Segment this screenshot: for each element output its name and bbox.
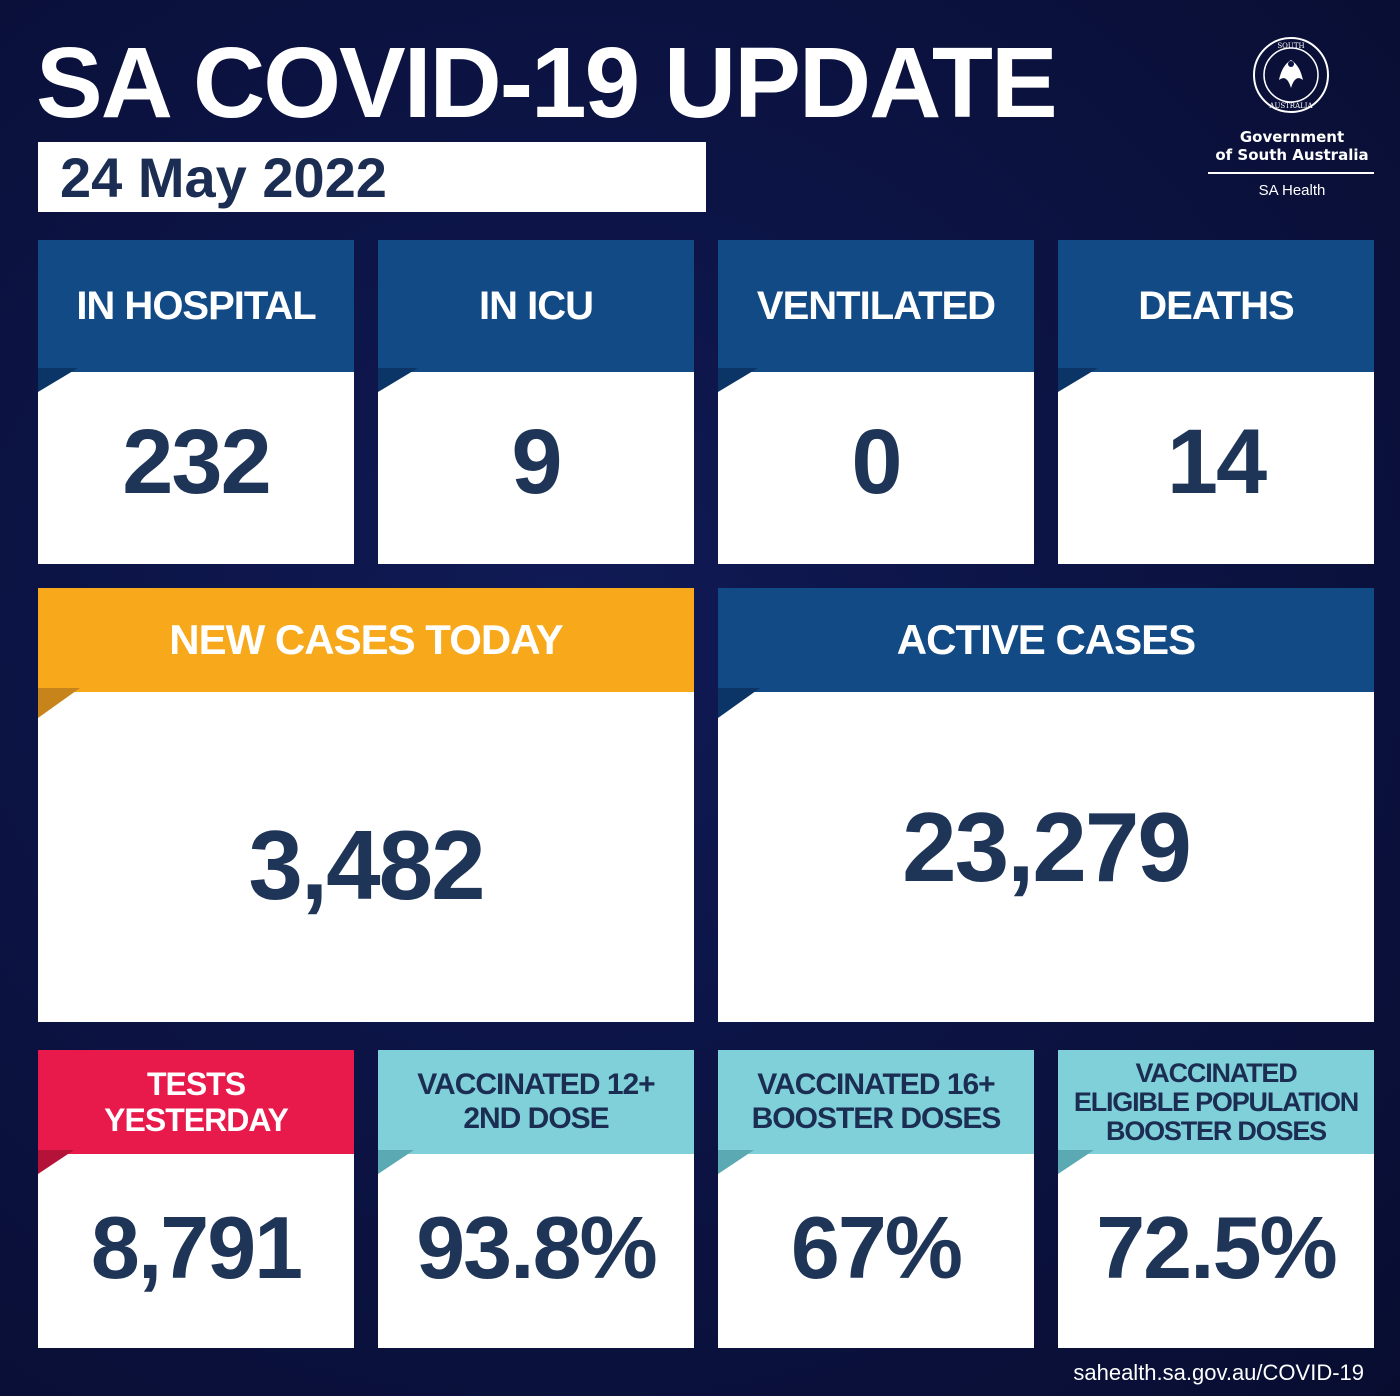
header-fold bbox=[718, 1150, 754, 1174]
active-cases-label: ACTIVE CASES bbox=[896, 616, 1196, 663]
footer-url[interactable]: sahealth.sa.gov.au/COVID-19 bbox=[1073, 1360, 1364, 1385]
vaccinated-12-card: VACCINATED 12+ 2ND DOSE 93.8% bbox=[378, 1050, 694, 1348]
vaccinated-16-label-line1: VACCINATED 16+ bbox=[757, 1068, 995, 1101]
vaccinated-12-header: VACCINATED 12+ 2ND DOSE bbox=[378, 1050, 694, 1154]
department-name: SA Health bbox=[1258, 182, 1326, 199]
ventilated-value: 0 bbox=[851, 411, 902, 513]
deaths-label: DEATHS bbox=[1138, 283, 1294, 328]
active-cases-header: ACTIVE CASES bbox=[718, 588, 1374, 692]
ventilated-header: VENTILATED bbox=[718, 240, 1034, 372]
vaccinated-12-value: 93.8% bbox=[416, 1198, 658, 1297]
ventilated-label: VENTILATED bbox=[756, 283, 996, 328]
government-line2: of South Australia bbox=[1215, 146, 1369, 164]
header-fold bbox=[1058, 1150, 1094, 1174]
in-hospital-label: IN HOSPITAL bbox=[76, 283, 316, 328]
new-cases-header: NEW CASES TODAY bbox=[38, 588, 694, 692]
in-icu-header: IN ICU bbox=[378, 240, 694, 372]
date-banner: 24 May 2022 bbox=[38, 142, 706, 212]
header-fold bbox=[718, 688, 760, 718]
government-logo: SOUTH AUSTRALIA Government of South Aust… bbox=[1200, 36, 1380, 206]
government-line1: Government bbox=[1239, 128, 1345, 146]
new-cases-card: NEW CASES TODAY 3,482 bbox=[38, 588, 694, 1022]
header-fold bbox=[1058, 368, 1098, 392]
header-fold bbox=[38, 688, 80, 718]
header-fold bbox=[378, 368, 418, 392]
vaccinated-16-label-line2: BOOSTER DOSES bbox=[751, 1102, 1002, 1135]
government-name: Government of South Australia bbox=[1200, 128, 1384, 164]
active-cases-value: 23,279 bbox=[902, 792, 1192, 902]
tests-card: TESTS YESTERDAY 8,791 bbox=[38, 1050, 354, 1348]
in-icu-value: 9 bbox=[511, 411, 562, 513]
date-text: 24 May 2022 bbox=[60, 146, 387, 209]
in-icu-label: IN ICU bbox=[479, 283, 594, 328]
vaccinated-eligible-label-line3: BOOSTER DOSES bbox=[1106, 1115, 1327, 1146]
vaccinated-16-card: VACCINATED 16+ BOOSTER DOSES 67% bbox=[718, 1050, 1034, 1348]
seal-top-text: SOUTH bbox=[1277, 42, 1304, 50]
vaccinated-eligible-value: 72.5% bbox=[1096, 1198, 1338, 1297]
vaccinated-16-header: VACCINATED 16+ BOOSTER DOSES bbox=[718, 1050, 1034, 1154]
vaccinated-eligible-header: VACCINATED ELIGIBLE POPULATION BOOSTER D… bbox=[1058, 1050, 1374, 1154]
in-hospital-header: IN HOSPITAL bbox=[38, 240, 354, 372]
tests-header: TESTS YESTERDAY bbox=[38, 1050, 354, 1154]
vaccinated-16-value: 67% bbox=[790, 1198, 963, 1297]
header-fold bbox=[718, 368, 758, 392]
vaccinated-eligible-label-line1: VACCINATED bbox=[1135, 1057, 1298, 1088]
vaccinated-12-label-line1: VACCINATED 12+ bbox=[417, 1068, 655, 1101]
deaths-card: DEATHS 14 bbox=[1058, 240, 1374, 564]
in-hospital-card: IN HOSPITAL 232 bbox=[38, 240, 354, 564]
deaths-value: 14 bbox=[1166, 411, 1267, 513]
header-fold bbox=[38, 368, 78, 392]
in-hospital-value: 232 bbox=[122, 411, 272, 513]
vaccinated-eligible-card: VACCINATED ELIGIBLE POPULATION BOOSTER D… bbox=[1058, 1050, 1374, 1348]
new-cases-value: 3,482 bbox=[248, 810, 485, 920]
header-fold bbox=[378, 1150, 414, 1174]
vaccinated-eligible-label-line2: ELIGIBLE POPULATION bbox=[1073, 1086, 1359, 1117]
header-fold bbox=[38, 1150, 74, 1174]
page-title: SA COVID-19 UPDATE bbox=[36, 27, 1058, 139]
state-seal-icon: SOUTH AUSTRALIA bbox=[1253, 37, 1329, 113]
deaths-header: DEATHS bbox=[1058, 240, 1374, 372]
active-cases-card: ACTIVE CASES 23,279 bbox=[718, 588, 1374, 1022]
ventilated-card: VENTILATED 0 bbox=[718, 240, 1034, 564]
vaccinated-12-label-line2: 2ND DOSE bbox=[463, 1102, 609, 1135]
tests-label-line1: TESTS bbox=[146, 1066, 246, 1102]
tests-value: 8,791 bbox=[90, 1198, 303, 1297]
seal-bottom-text: AUSTRALIA bbox=[1268, 102, 1313, 110]
in-icu-card: IN ICU 9 bbox=[378, 240, 694, 564]
tests-label-line2: YESTERDAY bbox=[104, 1102, 289, 1138]
logo-divider bbox=[1208, 172, 1374, 174]
new-cases-label: NEW CASES TODAY bbox=[169, 616, 563, 663]
